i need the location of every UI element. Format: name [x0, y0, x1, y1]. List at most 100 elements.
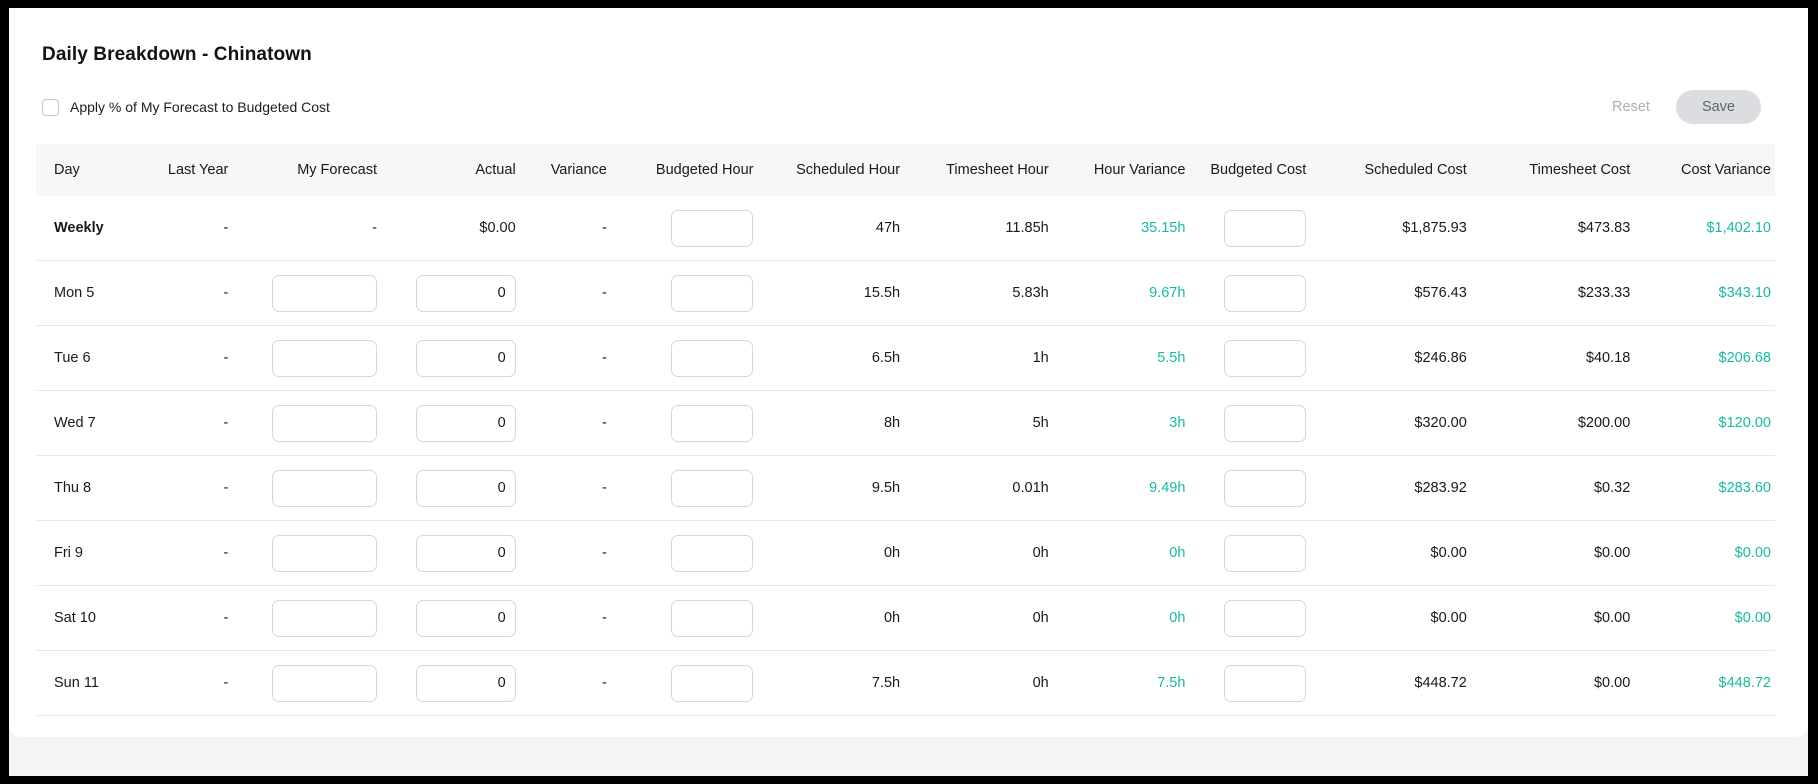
cell-scheduled-cost: $0.00: [1430, 545, 1467, 561]
cell-budgeted-hour: [611, 664, 758, 702]
cell-budgeted-hour: [611, 469, 758, 507]
cell-budgeted-hour: [611, 404, 758, 442]
cell-budgeted-cost: [1189, 404, 1310, 442]
cell-budgeted-cost: [1189, 664, 1310, 702]
cell-variance: -: [602, 285, 607, 301]
actual-input[interactable]: [415, 274, 516, 312]
budgeted-cost-input[interactable]: [1224, 339, 1307, 377]
table-body: Weekly - - $0.00 - 47h 11.85h 35.15h $1,875.93 $4…: [36, 196, 1775, 716]
cell-timesheet-hour: 5.83h: [1012, 285, 1049, 301]
budgeted-hour-input[interactable]: [671, 664, 754, 702]
my-forecast-input[interactable]: [271, 599, 377, 637]
apply-forecast-checkbox-label: Apply % of My Forecast to Budgeted Cost: [70, 99, 330, 115]
cell-scheduled-hour: 6.5h: [871, 350, 901, 366]
my-forecast-input[interactable]: [271, 404, 377, 442]
cell-budgeted-cost: [1189, 599, 1310, 637]
cell-variance: -: [602, 545, 607, 561]
cell-scheduled-hour: 0h: [883, 610, 901, 626]
reset-button[interactable]: Reset: [1612, 99, 1650, 115]
cell-my-forecast: [232, 469, 381, 507]
cell-last-year: -: [223, 350, 229, 366]
controls-row: Apply % of My Forecast to Budgeted Cost …: [42, 90, 1775, 124]
cell-cost-variance: $0.00: [1734, 545, 1771, 561]
cell-timesheet-hour: 11.85h: [1005, 220, 1049, 236]
actual-input[interactable]: [415, 534, 516, 572]
cell-my-forecast: [232, 274, 381, 312]
page-background: Daily Breakdown - Chinatown Apply % of M…: [9, 8, 1808, 776]
column-header-timesheet-hour: Timesheet Hour: [946, 162, 1049, 178]
actual-input[interactable]: [415, 599, 516, 637]
column-header-variance: Variance: [550, 162, 607, 178]
cell-scheduled-hour: 0h: [883, 545, 901, 561]
cell-scheduled-hour: 9.5h: [871, 480, 901, 496]
my-forecast-input[interactable]: [271, 339, 377, 377]
apply-forecast-checkbox[interactable]: [42, 98, 59, 116]
actual-input[interactable]: [415, 339, 516, 377]
column-header-actual: Actual: [475, 162, 516, 178]
cell-scheduled-hour: 47h: [875, 220, 901, 236]
budgeted-cost-input[interactable]: [1224, 469, 1307, 507]
cell-my-forecast: [232, 404, 381, 442]
cell-my-forecast: -: [372, 220, 377, 236]
cell-hour-variance: 3h: [1169, 415, 1186, 431]
cell-budgeted-cost: [1189, 534, 1310, 572]
budgeted-cost-input[interactable]: [1224, 274, 1307, 312]
cell-day: Tue 6: [54, 350, 91, 366]
cell-timesheet-cost: $473.83: [1577, 220, 1631, 236]
budgeted-hour-input[interactable]: [671, 274, 754, 312]
cell-actual: [381, 339, 520, 377]
column-header-hour-variance: Hour Variance: [1093, 162, 1186, 178]
column-header-budgeted-cost: Budgeted Cost: [1210, 162, 1307, 178]
cell-budgeted-cost: [1189, 209, 1310, 247]
cell-scheduled-cost: $320.00: [1414, 415, 1467, 431]
actual-input[interactable]: [415, 404, 516, 442]
cell-budgeted-hour: [611, 274, 758, 312]
cell-day: Weekly: [54, 220, 104, 236]
cell-scheduled-cost: $0.00: [1430, 610, 1467, 626]
cell-budgeted-cost: [1189, 469, 1310, 507]
cell-my-forecast: [232, 339, 381, 377]
my-forecast-input[interactable]: [271, 274, 377, 312]
budgeted-cost-input[interactable]: [1224, 534, 1307, 572]
column-header-scheduled-cost: Scheduled Cost: [1364, 162, 1467, 178]
cell-hour-variance: 7.5h: [1157, 675, 1186, 691]
budgeted-hour-input[interactable]: [671, 534, 754, 572]
budgeted-hour-input[interactable]: [671, 599, 754, 637]
budgeted-cost-input[interactable]: [1224, 599, 1307, 637]
save-button[interactable]: Save: [1675, 90, 1761, 124]
cell-timesheet-hour: 0h: [1032, 610, 1049, 626]
cell-variance: -: [602, 415, 607, 431]
table-row: Sun 11 - - 7.5h 0h 7.5h $448.72 $0.00 $448.72: [36, 651, 1775, 716]
cell-scheduled-hour: 7.5h: [871, 675, 901, 691]
cell-timesheet-cost: $0.32: [1593, 480, 1631, 496]
column-header-my-forecast: My Forecast: [297, 162, 377, 178]
budgeted-hour-input[interactable]: [671, 209, 754, 247]
budgeted-cost-input[interactable]: [1224, 209, 1307, 247]
budgeted-hour-input[interactable]: [671, 339, 754, 377]
my-forecast-input[interactable]: [271, 534, 377, 572]
cell-variance: -: [602, 610, 607, 626]
cell-scheduled-cost: $283.92: [1414, 480, 1467, 496]
cell-hour-variance: 35.15h: [1141, 220, 1186, 236]
cell-last-year: -: [223, 220, 229, 236]
cell-timesheet-cost: $0.00: [1593, 675, 1631, 691]
budgeted-cost-input[interactable]: [1224, 664, 1307, 702]
cell-my-forecast: [232, 534, 381, 572]
my-forecast-input[interactable]: [271, 469, 377, 507]
budgeted-hour-input[interactable]: [671, 404, 754, 442]
actual-input[interactable]: [415, 664, 516, 702]
cell-budgeted-hour: [611, 599, 758, 637]
actual-input[interactable]: [415, 469, 516, 507]
cell-hour-variance: 0h: [1169, 610, 1186, 626]
cell-day: Thu 8: [54, 480, 92, 496]
cell-last-year: -: [223, 480, 229, 496]
column-header-cost-variance: Cost Variance: [1680, 162, 1771, 178]
cell-timesheet-hour: 0h: [1032, 545, 1049, 561]
cell-budgeted-hour: [611, 339, 758, 377]
cell-variance: -: [602, 675, 607, 691]
budgeted-hour-input[interactable]: [671, 469, 754, 507]
budgeted-cost-input[interactable]: [1224, 404, 1307, 442]
my-forecast-input[interactable]: [271, 664, 377, 702]
cell-scheduled-cost: $448.72: [1414, 675, 1467, 691]
